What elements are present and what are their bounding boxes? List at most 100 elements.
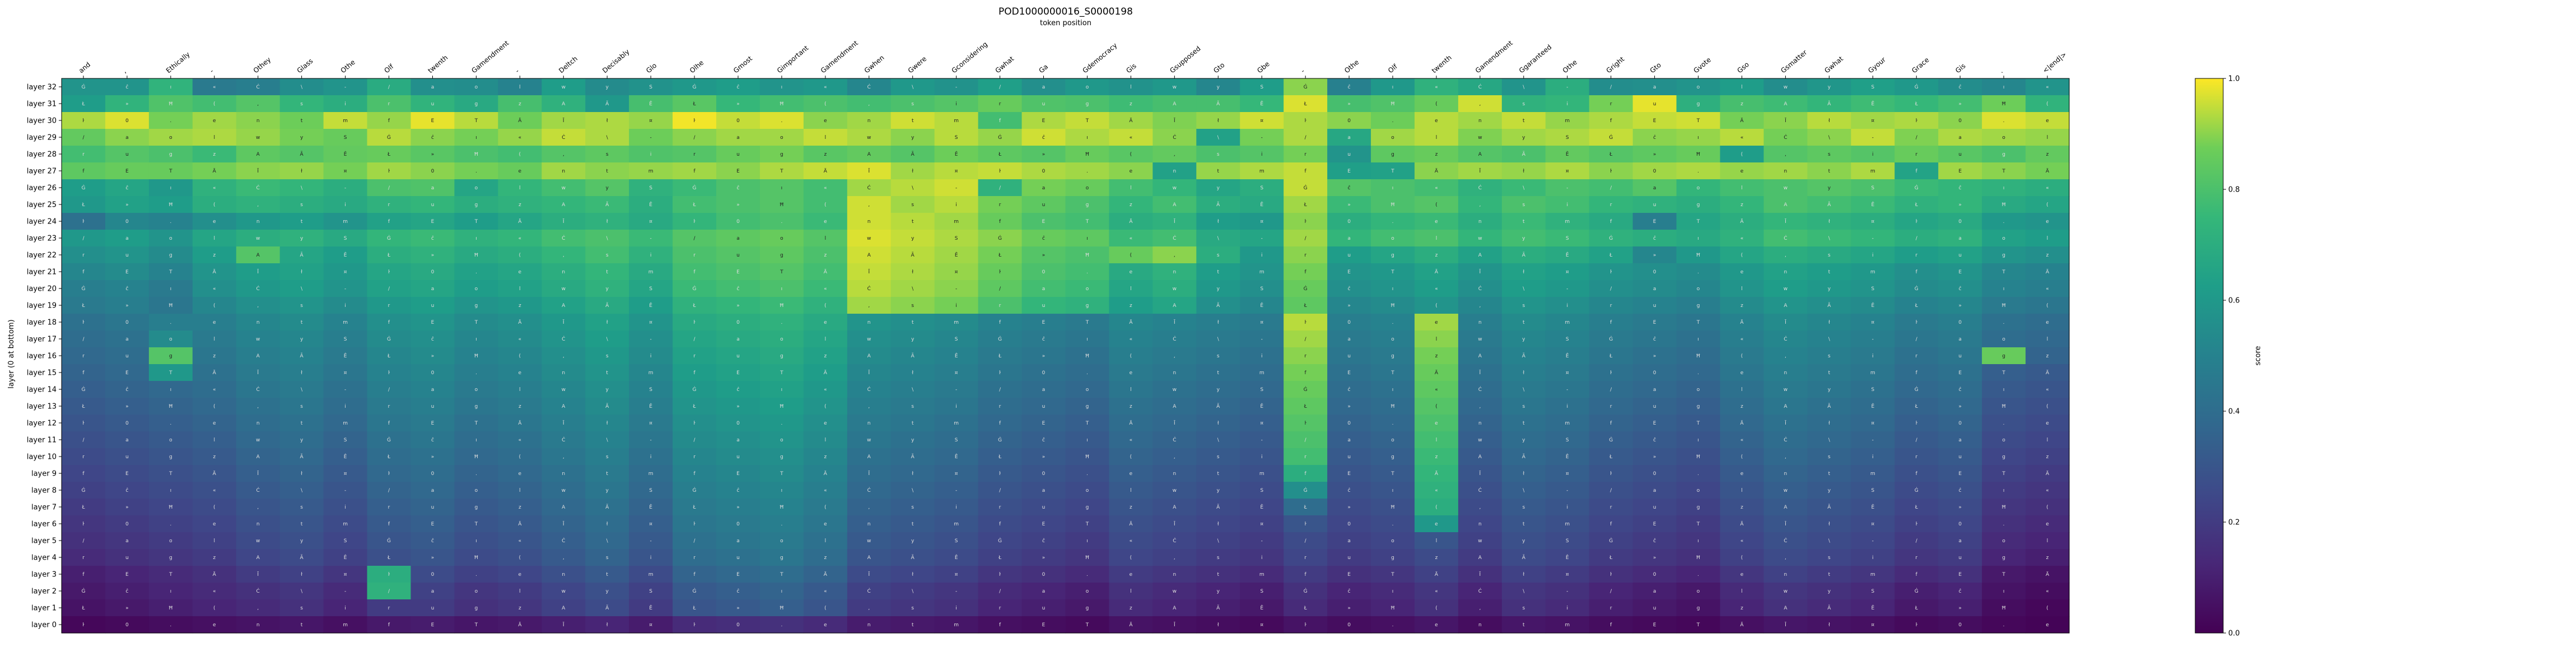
cell-label: E xyxy=(1347,169,1351,174)
cell-label: m xyxy=(954,522,959,527)
cell-label: « xyxy=(1130,135,1133,141)
heatmap-cell xyxy=(673,179,717,197)
cell-label: o xyxy=(1086,488,1089,494)
heatmap-cell xyxy=(1763,112,1808,129)
cell-label: Ä xyxy=(518,521,522,527)
heatmap-cell xyxy=(1676,280,1721,297)
cell-label: Ã xyxy=(1522,555,1526,561)
cell-label: Ł xyxy=(81,202,85,208)
heatmap-cell xyxy=(1021,196,1066,213)
heatmap-cell xyxy=(542,213,586,230)
heatmap-cell xyxy=(410,78,455,96)
heatmap-cell xyxy=(585,246,629,264)
cell-label: ( xyxy=(1435,101,1438,107)
cell-label: « xyxy=(519,135,522,141)
cell-label: Ã xyxy=(911,151,915,157)
cell-label: - xyxy=(1566,589,1568,594)
heatmap-cell xyxy=(759,314,804,331)
cell-label: i xyxy=(344,404,346,409)
cell-label: ¤ xyxy=(344,370,347,376)
cell-label: » xyxy=(431,353,435,359)
heatmap-cell xyxy=(192,213,237,230)
heatmap-cell xyxy=(1938,112,1982,129)
cell-label: e xyxy=(2046,320,2049,325)
heatmap-cell xyxy=(148,146,193,163)
cell-label: y xyxy=(606,286,609,292)
cell-label: Ł xyxy=(387,253,391,258)
cell-label: . xyxy=(1086,370,1088,376)
cell-label: . xyxy=(781,622,782,628)
heatmap-cell xyxy=(1327,263,1371,281)
cell-label: A xyxy=(1173,505,1177,510)
cell-label: Ħ xyxy=(2001,303,2006,309)
y-tick-label: layer 15 xyxy=(27,369,57,378)
heatmap-cell xyxy=(934,162,979,180)
cell-label: Ħ xyxy=(1390,505,1395,510)
cell-label: T xyxy=(1085,421,1089,426)
cell-label: y xyxy=(1217,185,1220,191)
heatmap-cell xyxy=(1501,129,1546,146)
cell-label: o xyxy=(1697,387,1700,393)
cell-label: ı xyxy=(1697,538,1699,544)
cell-label: Ä xyxy=(824,269,828,275)
cell-label: t xyxy=(1828,471,1831,477)
cell-label: Ä xyxy=(824,471,828,477)
cell-label: Ä xyxy=(518,319,522,325)
heatmap-cell xyxy=(454,78,498,96)
heatmap-cell xyxy=(410,196,455,213)
cell-label: y xyxy=(300,135,304,141)
heatmap-cell xyxy=(1982,213,2026,230)
cell-label: Ċ xyxy=(1784,336,1787,342)
heatmap-cell xyxy=(1501,162,1546,180)
cell-label: « xyxy=(1130,236,1133,241)
cell-label: a xyxy=(431,589,435,594)
heatmap-cell xyxy=(1720,196,1765,213)
cell-label: a xyxy=(431,185,435,191)
heatmap-cell xyxy=(1021,146,1066,163)
cell-label: u xyxy=(125,253,129,258)
heatmap-cell xyxy=(1371,112,1415,129)
heatmap-cell xyxy=(1851,162,1895,180)
cell-label: m xyxy=(648,471,654,477)
y-tick-label: layer 9 xyxy=(31,470,57,478)
cell-label: Ħ xyxy=(2001,202,2006,208)
cell-label: Ħ xyxy=(474,253,478,258)
heatmap-cell xyxy=(673,129,717,146)
heatmap-cell xyxy=(62,246,106,264)
heatmap-cell xyxy=(673,297,717,314)
cell-label: t xyxy=(1523,522,1525,527)
cell-label: ĉ xyxy=(125,487,128,494)
cell-label: S xyxy=(1871,589,1874,594)
cell-label: \ xyxy=(1828,135,1831,141)
cell-label: Ã xyxy=(1827,605,1831,611)
heatmap-cell xyxy=(1763,213,1808,230)
heatmap-cell xyxy=(279,129,324,146)
heatmap-cell xyxy=(1240,78,1284,96)
cell-label: ł xyxy=(1828,622,1830,628)
cell-label: Ġ xyxy=(387,235,391,241)
cell-label: l xyxy=(1436,135,1438,141)
heatmap-cell xyxy=(1501,95,1546,113)
heatmap-cell xyxy=(454,112,498,129)
heatmap-cell xyxy=(148,95,193,113)
cell-label: , xyxy=(563,353,564,359)
heatmap-cell xyxy=(1632,179,1677,197)
heatmap-cell xyxy=(1021,112,1066,129)
cell-label: Ł xyxy=(81,606,85,611)
cell-label: Ä xyxy=(2046,471,2050,477)
heatmap-cell xyxy=(498,347,542,365)
cell-label: - xyxy=(955,387,957,393)
cell-label: e xyxy=(824,118,827,124)
cell-label: Ċ xyxy=(867,84,871,90)
heatmap-cell xyxy=(1982,280,2026,297)
cell-label: l xyxy=(519,387,521,393)
heatmap-cell xyxy=(1152,95,1197,113)
cell-label: s xyxy=(1217,152,1220,157)
heatmap-cell xyxy=(1851,230,1895,247)
cell-label: T xyxy=(780,169,783,174)
cell-label: Ê xyxy=(1260,504,1263,510)
cell-label: ł xyxy=(301,269,302,275)
cell-label: ŀ xyxy=(1610,269,1612,275)
cell-label: e xyxy=(1740,169,1744,174)
cell-label: E xyxy=(431,421,435,426)
